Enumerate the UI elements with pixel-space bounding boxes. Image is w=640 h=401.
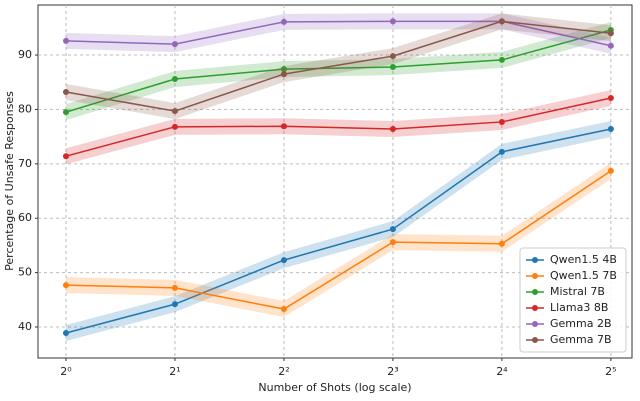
point (171, 123, 178, 130)
point (62, 109, 69, 116)
x-tick-label: 2² (278, 365, 289, 378)
point (171, 284, 178, 291)
point (280, 18, 287, 25)
x-tick-label: 2⁵ (605, 365, 616, 378)
x-axis-label: Number of Shots (log scale) (258, 381, 411, 394)
confidence-band (65, 22, 611, 121)
series-line (65, 29, 612, 113)
legend-marker (532, 257, 538, 263)
legend: Qwen1.5 4B Qwen1.5 7B Mistral 7B Llama3 8B G… (519, 247, 627, 353)
y-tick-label: 50 (18, 266, 32, 279)
point (280, 123, 287, 130)
y-tick-label: 80 (18, 102, 32, 115)
legend-box (519, 247, 627, 353)
confidence-band (65, 121, 611, 341)
point (607, 42, 614, 49)
y-tick-label: 90 (18, 48, 32, 61)
series-line (65, 97, 612, 157)
point (280, 306, 287, 313)
series-line (65, 128, 612, 334)
plot-frame (37, 4, 633, 359)
x-tick-label: 2⁴ (496, 365, 508, 378)
point (389, 53, 396, 60)
point (389, 18, 396, 25)
y-tick-label: 60 (18, 211, 32, 224)
legend-label: Qwen1.5 4B (550, 253, 617, 266)
legend-marker (532, 321, 538, 327)
point (498, 118, 505, 125)
point (280, 71, 287, 78)
legend-marker (532, 337, 538, 343)
point (62, 329, 69, 336)
confidence-band (65, 162, 611, 318)
confidence-band (65, 13, 611, 54)
x-tick-label: 2⁰ (60, 365, 72, 378)
point (171, 108, 178, 115)
x-tick-label: 2³ (387, 365, 398, 378)
point (389, 64, 396, 71)
y-tick-label: 40 (18, 320, 32, 333)
legend-marker (532, 289, 538, 295)
series-line (65, 20, 612, 47)
point (498, 18, 505, 25)
point (62, 89, 69, 96)
point (62, 153, 69, 160)
y-tick-label: 70 (18, 157, 32, 170)
point (171, 41, 178, 48)
point (607, 95, 614, 102)
point (280, 257, 287, 264)
legend-label: Qwen1.5 7B (550, 269, 617, 282)
point (62, 282, 69, 289)
point (607, 30, 614, 37)
legend-label: Mistral 7B (550, 285, 605, 298)
point (498, 240, 505, 247)
point (389, 226, 396, 233)
point (62, 37, 69, 44)
legend-marker (532, 305, 538, 311)
confidence-band (65, 13, 611, 120)
point (607, 167, 614, 174)
point (607, 126, 614, 133)
point (498, 148, 505, 155)
x-tick-label: 2¹ (169, 365, 180, 378)
point (389, 126, 396, 133)
legend-label: Gemma 7B (550, 333, 612, 346)
point (171, 75, 178, 82)
legend-label: Gemma 2B (550, 317, 612, 330)
point (389, 239, 396, 246)
point (171, 301, 178, 308)
series-line (65, 20, 611, 112)
point (280, 66, 287, 73)
legend-label: Llama3 8B (550, 301, 608, 314)
legend-marker (532, 273, 538, 279)
point (498, 56, 505, 63)
y-axis-label: Percentage of Unsafe Responses (3, 91, 16, 271)
series-line (65, 170, 612, 310)
